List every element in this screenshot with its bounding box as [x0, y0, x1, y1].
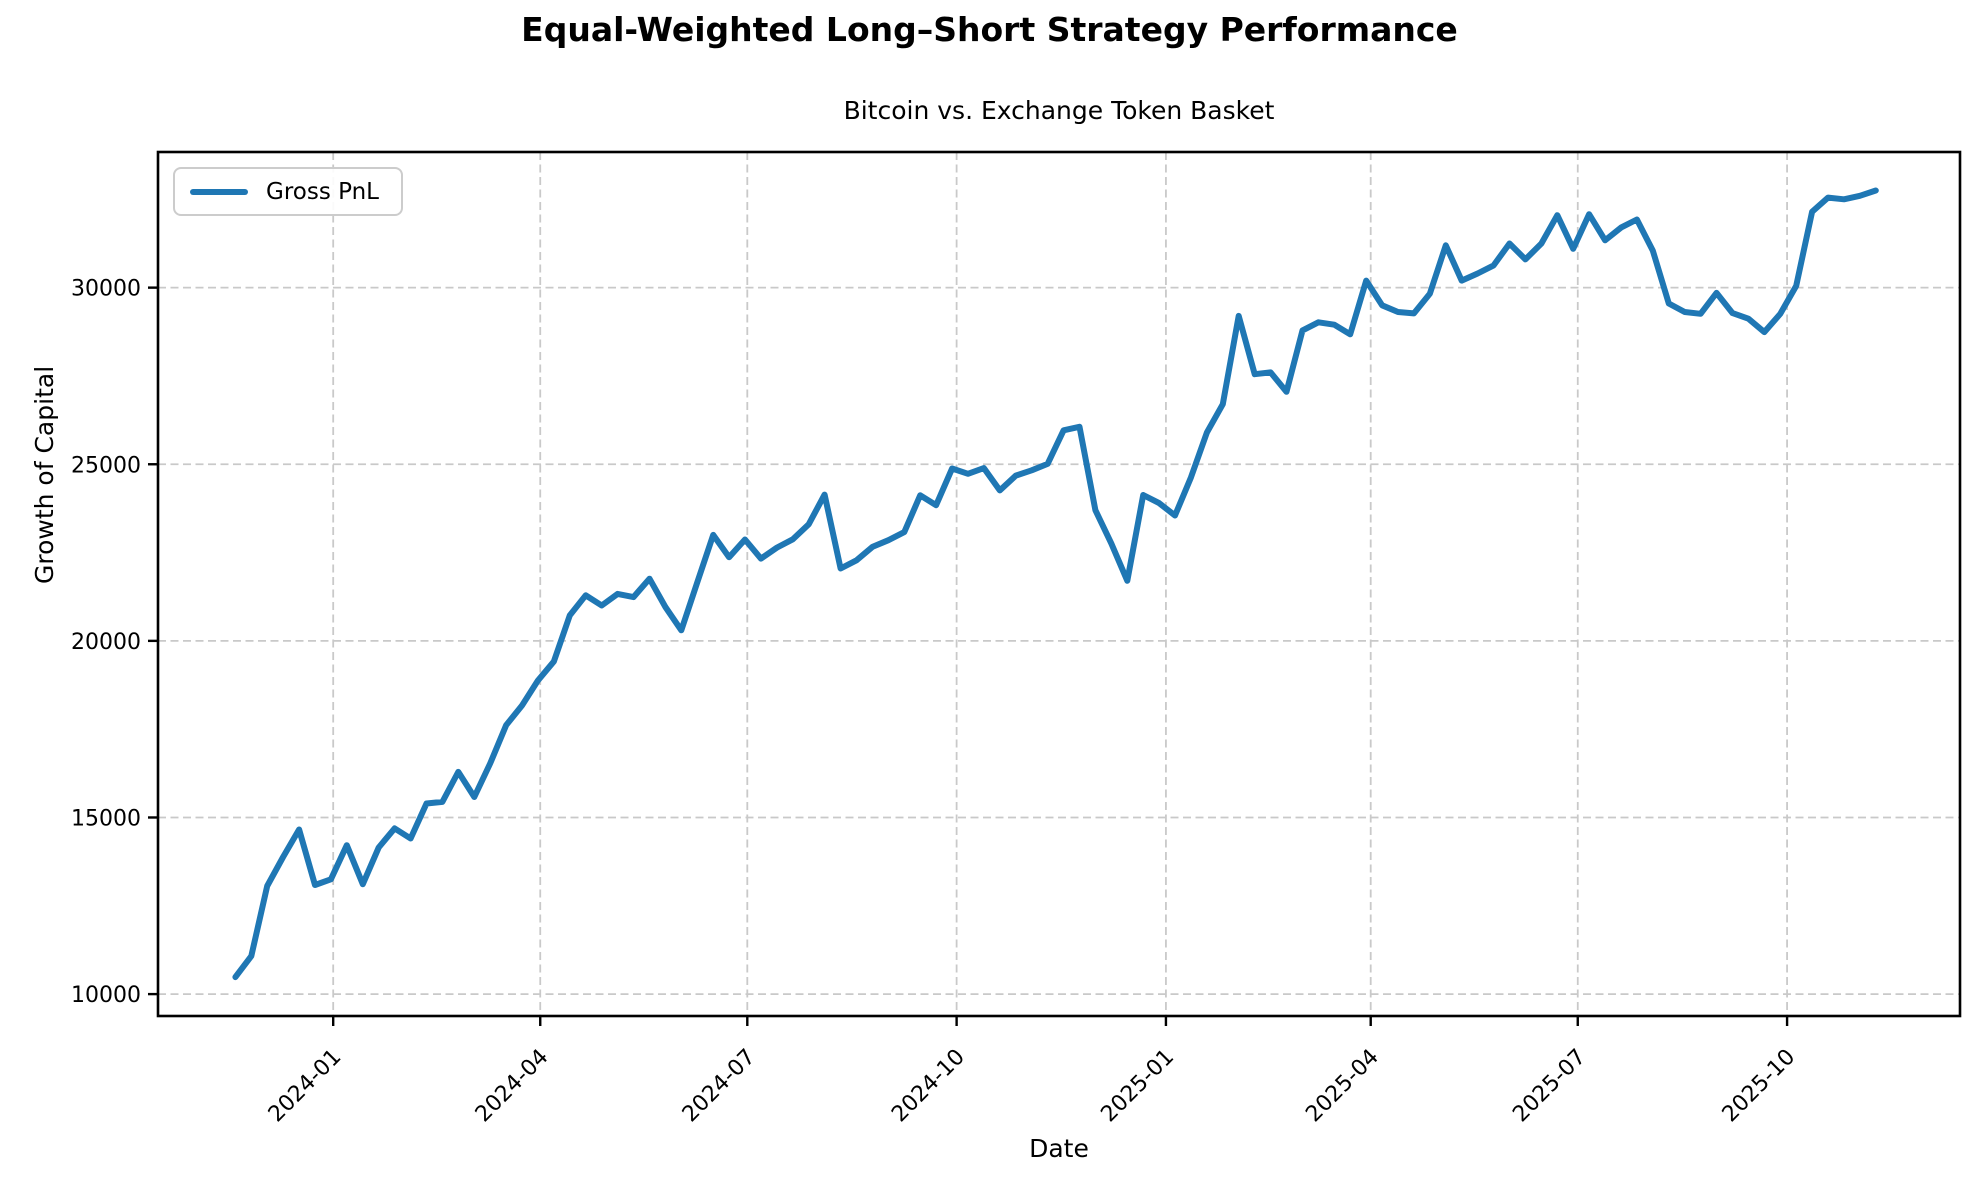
legend-label: Gross PnL: [266, 178, 379, 205]
series-line-gross-pnl: [232, 187, 1879, 981]
x-tick-label: 2024-07: [678, 1045, 761, 1128]
x-tick-label: 2025-10: [1718, 1045, 1801, 1128]
axes-frame: [156, 150, 1962, 1018]
x-tick-label: 2025-04: [1301, 1045, 1384, 1128]
x-tick-label: 2024-01: [264, 1045, 347, 1128]
x-axis-title: Date: [1029, 1134, 1089, 1163]
y-tick-label: 10000: [71, 983, 141, 1008]
x-tick-label: 2025-01: [1097, 1045, 1180, 1128]
y-tick-label: 25000: [71, 453, 141, 478]
x-tick-label: 2024-04: [471, 1045, 554, 1128]
y-axis-title: Growth of Capital: [30, 365, 59, 584]
legend-line-swatch: [190, 188, 248, 195]
y-tick-label: 20000: [71, 630, 141, 655]
chart-subtitle: Bitcoin vs. Exchange Token Basket: [843, 96, 1275, 125]
x-tick-label: 2025-07: [1508, 1045, 1591, 1128]
x-tick-label: 2024-10: [887, 1045, 970, 1128]
y-tick-label: 15000: [71, 806, 141, 831]
y-tick-label: 30000: [71, 277, 141, 302]
legend: Gross PnL: [173, 167, 403, 216]
chart-title: Equal-Weighted Long–Short Strategy Perfo…: [521, 10, 1458, 49]
